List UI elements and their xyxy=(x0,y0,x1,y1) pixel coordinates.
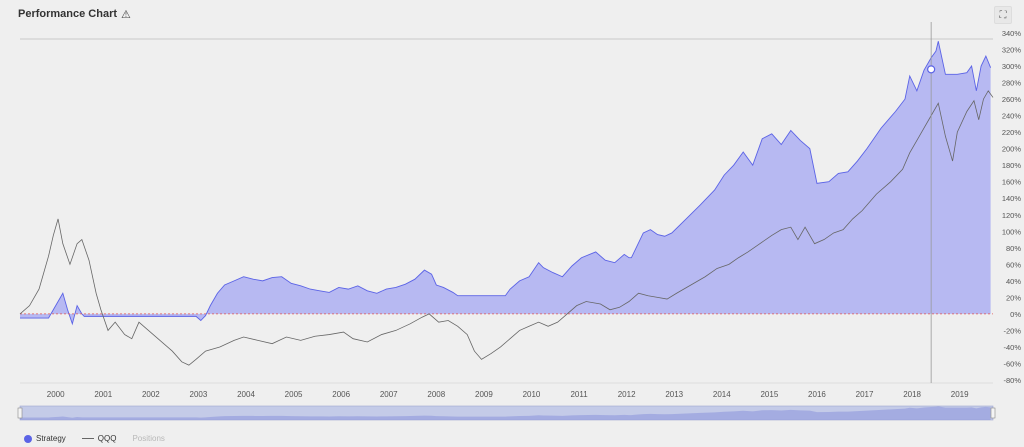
strategy-area xyxy=(20,41,991,324)
y-tick-label: 240% xyxy=(1002,112,1022,121)
x-tick-label: 2001 xyxy=(94,390,112,399)
x-tick-label: 2017 xyxy=(856,390,874,399)
legend-item-positions[interactable]: Positions xyxy=(132,434,164,443)
y-tick-label: 60% xyxy=(1006,260,1021,269)
y-tick-label: 220% xyxy=(1002,128,1022,137)
performance-chart[interactable]: 340% 320% 300% 280% 260% 240% 220% 200% 180% 160%… xyxy=(0,0,1024,430)
expand-icon[interactable]: ⛶ xyxy=(994,6,1012,24)
navigator-series xyxy=(20,406,991,420)
chart-legend: Strategy QQQ Positions xyxy=(24,432,165,445)
x-tick-label: 2002 xyxy=(142,390,160,399)
x-tick-label: 2000 xyxy=(47,390,65,399)
x-tick-label: 2011 xyxy=(570,390,588,399)
x-tick-label: 2007 xyxy=(380,390,398,399)
x-tick-label: 2019 xyxy=(951,390,969,399)
x-tick-label: 2012 xyxy=(618,390,636,399)
y-tick-label: 340% xyxy=(1002,29,1022,38)
y-tick-label: 180% xyxy=(1002,161,1022,170)
x-tick-label: 2013 xyxy=(665,390,683,399)
x-tick-label: 2014 xyxy=(713,390,731,399)
legend-label-strategy: Strategy xyxy=(36,434,66,443)
y-tick-label: 20% xyxy=(1006,293,1021,302)
legend-item-strategy[interactable]: Strategy xyxy=(24,434,66,443)
x-tick-label: 2008 xyxy=(427,390,445,399)
x-tick-label: 2004 xyxy=(237,390,255,399)
legend-marker-qqq xyxy=(81,438,94,439)
legend-marker-strategy xyxy=(24,434,32,443)
x-tick-label: 2009 xyxy=(475,390,493,399)
y-tick-label: -20% xyxy=(1003,326,1021,335)
x-tick-label: 2016 xyxy=(808,390,826,399)
y-tick-label: 120% xyxy=(1002,211,1022,220)
warning-triangle-icon[interactable]: ⚠ xyxy=(121,8,131,21)
y-tick-label: 280% xyxy=(1002,79,1022,88)
strategy-line xyxy=(20,41,992,326)
y-tick-label: 100% xyxy=(1002,227,1022,236)
y-tick-label: 200% xyxy=(1002,145,1022,154)
chart-header: Performance Chart ⚠ xyxy=(18,5,131,23)
navigator-handle-right[interactable] xyxy=(990,407,996,419)
y-tick-label: 40% xyxy=(1006,277,1021,286)
y-tick-label: 320% xyxy=(1002,46,1022,55)
y-tick-label: 260% xyxy=(1002,95,1022,104)
y-tick-label: -60% xyxy=(1003,359,1021,368)
y-tick-label: 160% xyxy=(1002,178,1022,187)
navigator-handle-left[interactable] xyxy=(17,407,23,419)
legend-label-qqq: QQQ xyxy=(97,434,117,443)
crosshair-marker xyxy=(927,65,936,74)
y-tick-label: -40% xyxy=(1003,343,1021,352)
y-tick-label: 0% xyxy=(1010,310,1021,319)
x-tick-label: 2015 xyxy=(760,390,778,399)
chart-title: Performance Chart xyxy=(18,8,118,20)
x-tick-label: 2006 xyxy=(332,390,350,399)
qqq-line xyxy=(19,90,994,366)
x-tick-label: 2005 xyxy=(285,390,303,399)
x-tick-label: 2018 xyxy=(903,390,921,399)
y-tick-label: -80% xyxy=(1003,376,1021,385)
x-tick-label: 2003 xyxy=(190,390,208,399)
legend-item-qqq[interactable]: QQQ xyxy=(81,434,117,443)
y-tick-label: 80% xyxy=(1006,244,1021,253)
y-tick-label: 300% xyxy=(1002,62,1022,71)
x-tick-label: 2010 xyxy=(523,390,541,399)
y-tick-label: 140% xyxy=(1002,194,1022,203)
legend-label-positions: Positions xyxy=(132,434,165,443)
